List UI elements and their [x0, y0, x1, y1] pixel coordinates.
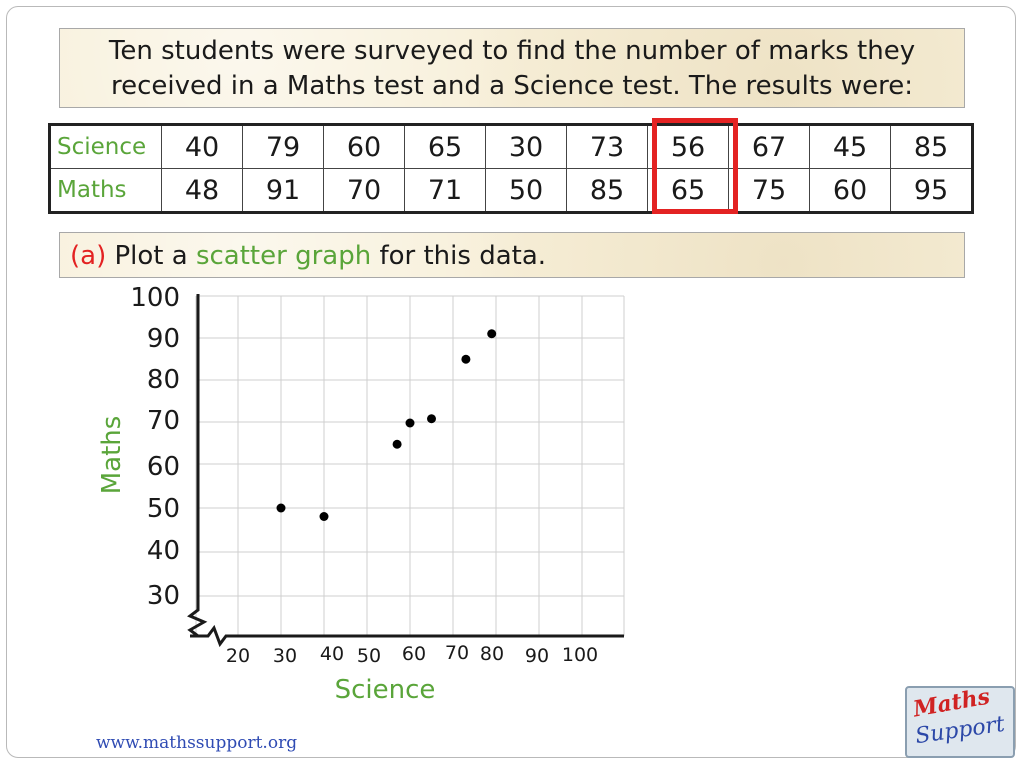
question-text-after: for this data.	[379, 241, 547, 271]
table-cell: 73	[566, 124, 648, 169]
scatter-point	[392, 439, 402, 449]
y-tick-labels: 100 90 80 70 60 50 40 30	[130, 283, 180, 611]
x-tick-label: 30	[273, 645, 297, 667]
slide-frame	[6, 6, 1016, 758]
x-tick-labels: 20 30 40 50 60 70 80 90 100	[226, 642, 598, 667]
x-tick-label: 20	[226, 645, 250, 667]
intro-line-2: received in a Maths test and a Science t…	[110, 71, 913, 101]
y-tick-label: 90	[147, 324, 180, 354]
table-cell: 40	[161, 124, 243, 169]
y-tick-label: 50	[147, 494, 180, 524]
x-tick-label: 70	[445, 642, 469, 664]
y-axis	[187, 294, 208, 638]
x-tick-label: 80	[480, 643, 504, 665]
y-axis-label: Maths	[97, 416, 127, 495]
y-tick-label: 100	[130, 283, 180, 313]
table-cell: 75	[728, 168, 810, 213]
table-cell: 91	[242, 168, 324, 213]
row-label: Maths	[49, 168, 162, 213]
scatter-point	[405, 418, 415, 428]
intro-line-1: Ten students were surveyed to find the n…	[108, 36, 916, 66]
question-text-before: Plot a	[114, 241, 188, 271]
highlight-box	[652, 118, 738, 214]
table-row-science: Science 40 79 60 65 30 73 56 67 45 85	[49, 124, 973, 169]
footer-url[interactable]: www.mathssupport.org	[96, 733, 298, 753]
table-cell: 67	[728, 124, 810, 169]
x-tick-label: 60	[402, 643, 426, 665]
x-axis-label: Science	[335, 675, 436, 705]
row-label: Science	[49, 124, 162, 169]
x-tick-label: 100	[562, 644, 598, 666]
data-points	[276, 329, 497, 521]
table-cell: 85	[890, 124, 973, 169]
axes	[187, 294, 624, 648]
table-cell: 30	[485, 124, 567, 169]
scatter-point	[487, 329, 497, 339]
table-row-maths: Maths 48 91 70 71 50 85 65 75 60 95	[49, 168, 973, 213]
y-tick-label: 60	[147, 452, 180, 482]
table-cell: 71	[404, 168, 486, 213]
y-tick-label: 30	[147, 581, 180, 611]
y-tick-label: 40	[147, 536, 180, 566]
table-cell: 95	[890, 168, 973, 213]
x-tick-label: 90	[525, 645, 549, 667]
x-tick-label: 40	[320, 643, 344, 665]
intro-box: Ten students were surveyed to find the n…	[59, 28, 965, 108]
table-cell: 65	[404, 124, 486, 169]
x-axis	[190, 624, 624, 648]
table-cell: 45	[809, 124, 891, 169]
y-tick-label: 80	[147, 365, 180, 395]
grid	[195, 295, 625, 636]
question-box: (a) Plot a scatter graph for this data.	[59, 232, 965, 278]
x-tick-label: 50	[357, 645, 381, 667]
maths-support-logo: Maths Support	[905, 686, 1015, 758]
table-cell: 85	[566, 168, 648, 213]
data-table: Science 40 79 60 65 30 73 56 67 45 85 Ma…	[48, 123, 974, 214]
question-term: scatter graph	[195, 241, 372, 271]
scatter-point	[461, 354, 471, 364]
scatter-point	[427, 414, 436, 424]
scatter-point	[319, 512, 329, 521]
question-letter: (a)	[70, 241, 107, 271]
scatter-point	[276, 503, 286, 513]
table-cell: 79	[242, 124, 324, 169]
table-cell: 48	[161, 168, 243, 213]
y-tick-label: 70	[147, 406, 180, 436]
